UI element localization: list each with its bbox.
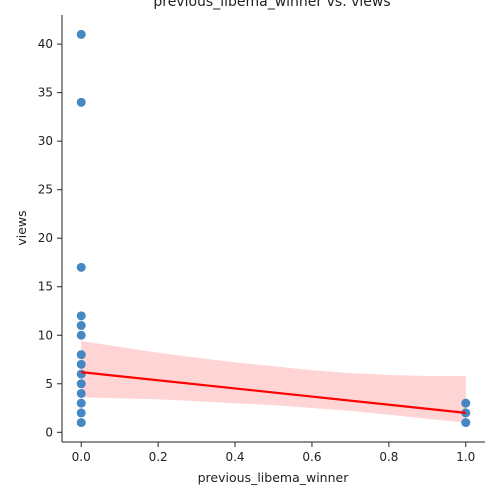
data-point <box>76 350 86 360</box>
y-tick-label: 35 <box>38 86 53 100</box>
scatter-points <box>76 29 471 428</box>
x-tick-label: 0.6 <box>302 450 321 464</box>
data-point <box>76 330 86 340</box>
y-tick-label: 20 <box>38 231 53 245</box>
x-tick-label: 0.0 <box>72 450 91 464</box>
data-point <box>76 418 86 428</box>
y-axis-ticks: 0 5 10 15 20 25 30 35 40 <box>38 37 62 439</box>
chart-title: previous_libema_winner vs. views <box>153 0 390 10</box>
data-point <box>76 379 86 389</box>
y-tick-label: 30 <box>38 134 53 148</box>
data-point <box>76 29 86 39</box>
x-axis-label: previous_libema_winner <box>198 470 350 485</box>
data-point <box>461 418 471 428</box>
x-tick-label: 0.4 <box>225 450 244 464</box>
y-axis-label: views <box>14 210 29 245</box>
y-tick-label: 40 <box>38 37 53 51</box>
data-point <box>76 359 86 369</box>
plot-area <box>76 29 471 428</box>
data-point <box>76 388 86 398</box>
y-tick-label: 0 <box>45 425 53 439</box>
x-axis-ticks: 0.0 0.2 0.4 0.6 0.8 1.0 <box>72 442 475 464</box>
data-point <box>76 408 86 418</box>
data-point <box>76 321 86 331</box>
x-tick-label: 1.0 <box>456 450 475 464</box>
y-tick-label: 10 <box>38 328 53 342</box>
data-point <box>76 311 86 321</box>
confidence-band <box>81 341 466 423</box>
data-point <box>76 97 86 107</box>
data-point <box>461 398 471 408</box>
regression-line <box>81 371 466 414</box>
data-point <box>76 398 86 408</box>
y-tick-label: 5 <box>45 377 53 391</box>
x-tick-label: 0.8 <box>379 450 398 464</box>
y-tick-label: 15 <box>38 280 53 294</box>
data-point <box>76 369 86 379</box>
x-tick-label: 0.2 <box>149 450 168 464</box>
data-point <box>76 262 86 272</box>
y-tick-label: 25 <box>38 183 53 197</box>
